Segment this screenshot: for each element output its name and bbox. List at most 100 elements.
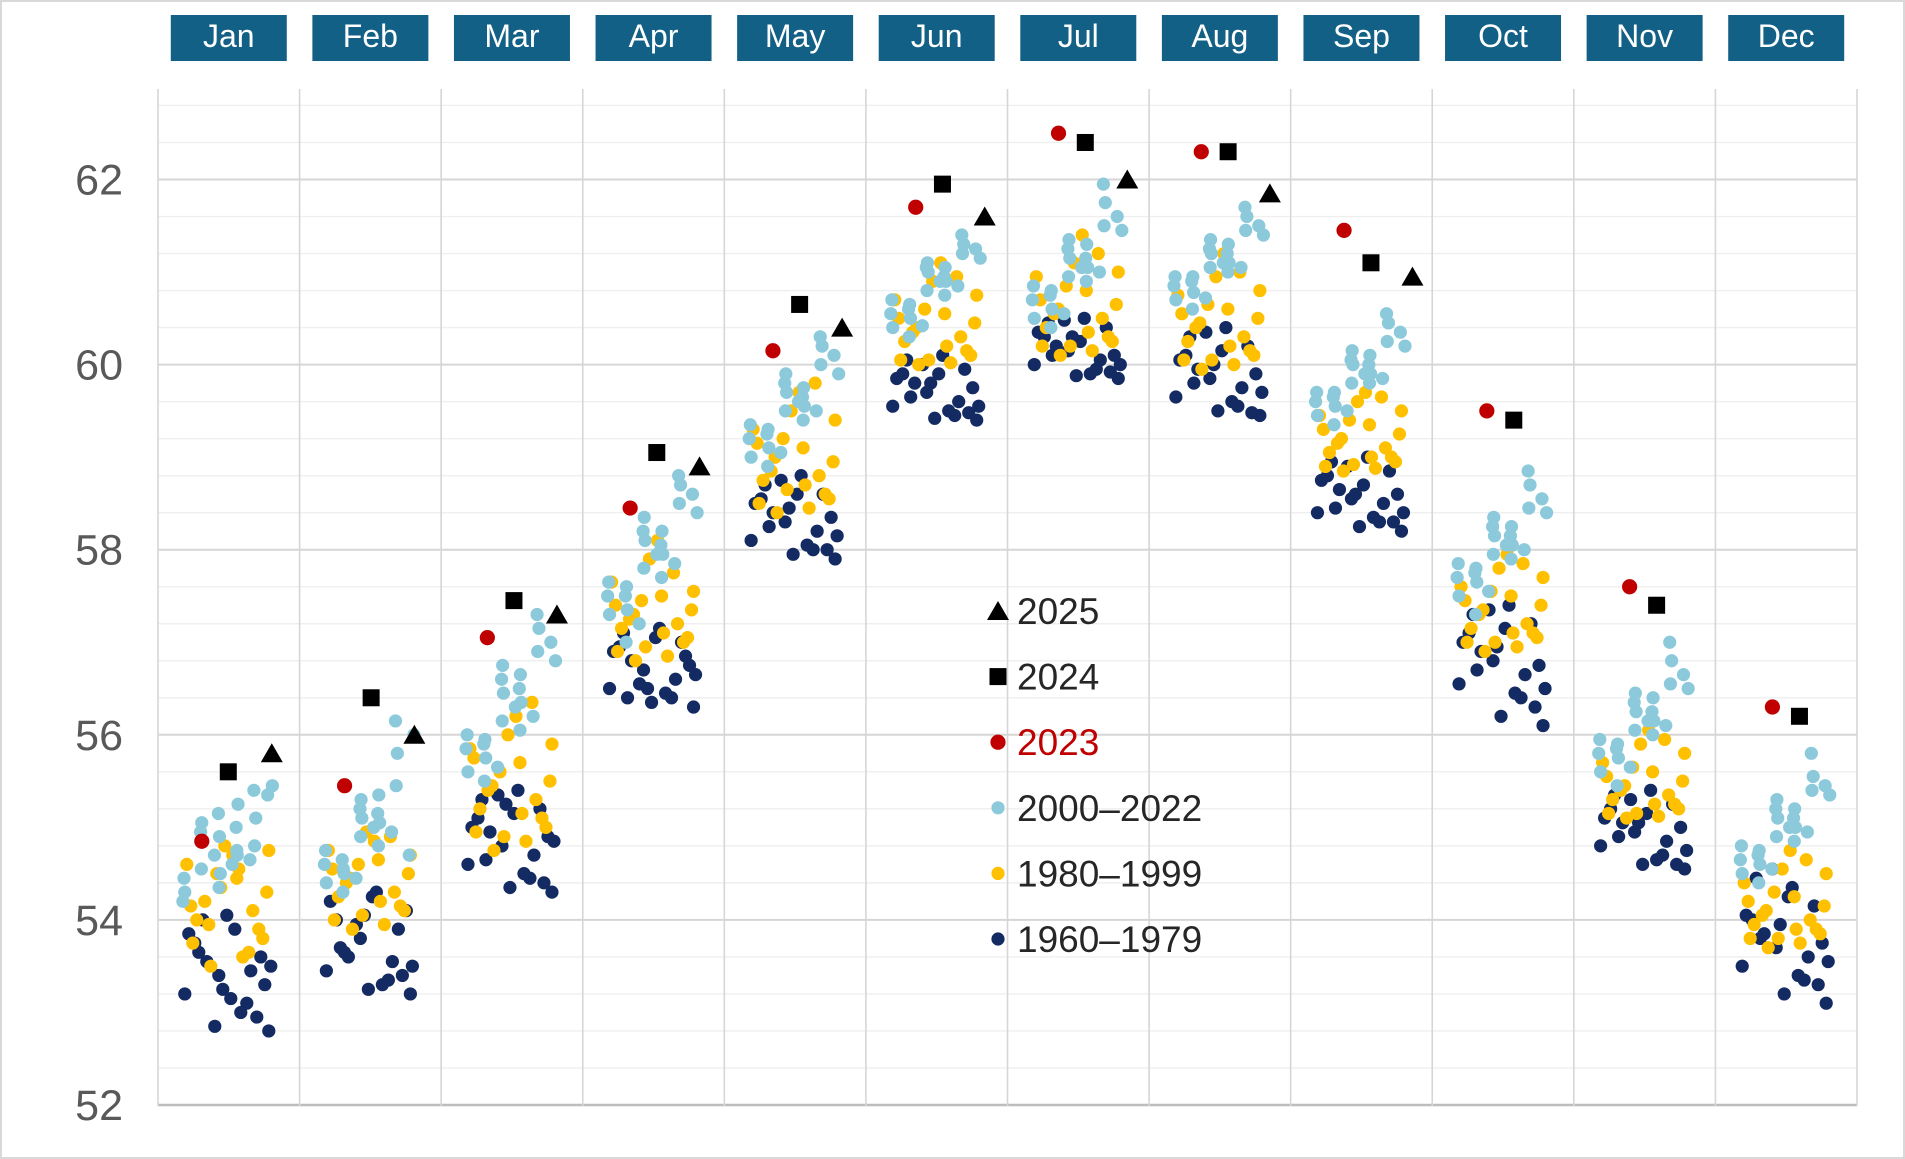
point-2000-2022 bbox=[601, 589, 615, 603]
month-header-box-oct bbox=[1445, 15, 1562, 61]
point-2000-2022 bbox=[1823, 788, 1837, 802]
point-1980-1999 bbox=[1374, 390, 1389, 404]
point-1960-1979 bbox=[1211, 404, 1225, 418]
point-2000-2022 bbox=[1097, 219, 1111, 233]
point-2000-2022 bbox=[1363, 348, 1377, 362]
point-1980-1999 bbox=[656, 626, 671, 640]
point-2000-2022 bbox=[955, 228, 969, 242]
y-axis-tick-label: 58 bbox=[75, 527, 123, 575]
point-1980-1999 bbox=[1602, 806, 1616, 821]
point-1980-1999 bbox=[401, 867, 415, 881]
point-1960-1979 bbox=[966, 381, 980, 395]
point-2000-2022 bbox=[1080, 237, 1094, 251]
point-2000-2022 bbox=[1468, 607, 1483, 622]
month-cluster-jun bbox=[884, 175, 996, 427]
point-1960-1979 bbox=[1636, 857, 1650, 871]
point-1980-1999 bbox=[539, 820, 553, 834]
point-2023 bbox=[1193, 144, 1209, 160]
point-2000-2022 bbox=[779, 367, 793, 381]
point-1960-1979 bbox=[790, 487, 804, 501]
point-1960-1979 bbox=[924, 376, 938, 390]
point-1960-1979 bbox=[1494, 709, 1508, 723]
point-2000-2022 bbox=[354, 830, 368, 844]
point-2023 bbox=[1336, 222, 1352, 239]
point-2000-2022 bbox=[1769, 830, 1784, 844]
point-2000-2022 bbox=[885, 293, 899, 307]
point-2000-2022 bbox=[354, 792, 368, 807]
legend-label: 2025 bbox=[1017, 591, 1099, 632]
point-2000-2022 bbox=[402, 848, 416, 862]
point-2000-2022 bbox=[177, 871, 191, 885]
point-2000-2022 bbox=[249, 811, 263, 825]
point-2024 bbox=[1219, 143, 1237, 161]
month-cluster-sep bbox=[1308, 222, 1424, 538]
point-2000-2022 bbox=[951, 279, 965, 293]
point-1960-1979 bbox=[1532, 658, 1546, 672]
legend-circle-icon bbox=[990, 734, 1006, 750]
month-headers: Jan Feb Mar Apr May Jun Jul Aug Sep Oct Nov Dec bbox=[170, 15, 1845, 61]
legend-square-icon bbox=[989, 668, 1007, 686]
point-1960-1979 bbox=[1249, 367, 1263, 381]
point-2000-2022 bbox=[1187, 285, 1201, 300]
point-1980-1999 bbox=[202, 917, 216, 932]
point-1980-1999 bbox=[1350, 395, 1365, 409]
point-1980-1999 bbox=[1747, 917, 1761, 932]
point-1960-1979 bbox=[547, 834, 561, 848]
point-2000-2022 bbox=[1098, 196, 1112, 210]
point-2000-2022 bbox=[1646, 691, 1660, 705]
point-1960-1979 bbox=[1674, 820, 1688, 834]
legend-item-1960-1979: 1960–1979 bbox=[991, 919, 1202, 960]
point-1960-1979 bbox=[1103, 365, 1117, 379]
point-1980-1999 bbox=[812, 469, 826, 483]
point-2000-2022 bbox=[1327, 385, 1342, 399]
point-2000-2022 bbox=[212, 830, 227, 844]
legend-circle-icon bbox=[991, 866, 1005, 881]
point-1960-1979 bbox=[234, 1005, 248, 1020]
point-1980-1999 bbox=[1775, 862, 1789, 876]
point-1980-1999 bbox=[256, 931, 270, 946]
point-1980-1999 bbox=[1676, 774, 1690, 788]
point-2000-2022 bbox=[1345, 376, 1359, 390]
point-1980-1999 bbox=[473, 802, 487, 816]
point-2000-2022 bbox=[1168, 270, 1182, 284]
point-1980-1999 bbox=[1362, 418, 1377, 432]
point-1960-1979 bbox=[1819, 996, 1833, 1010]
point-1960-1979 bbox=[479, 853, 493, 867]
point-2000-2022 bbox=[1594, 765, 1608, 779]
point-2000-2022 bbox=[247, 783, 261, 797]
point-2000-2022 bbox=[938, 288, 952, 302]
point-1980-1999 bbox=[1606, 792, 1620, 807]
point-1960-1979 bbox=[636, 663, 651, 677]
point-1960-1979 bbox=[1225, 395, 1239, 409]
point-2000-2022 bbox=[544, 635, 558, 649]
month-header-label-aug: Aug bbox=[1191, 18, 1248, 54]
point-2000-2022 bbox=[1061, 270, 1076, 284]
point-1960-1979 bbox=[942, 404, 956, 418]
month-header-label-apr: Apr bbox=[629, 18, 679, 54]
gridlines bbox=[157, 89, 1858, 1107]
point-1980-1999 bbox=[501, 728, 515, 742]
point-1980-1999 bbox=[377, 917, 391, 932]
point-2000-2022 bbox=[1521, 464, 1535, 478]
point-1980-1999 bbox=[1759, 904, 1773, 918]
point-1960-1979 bbox=[228, 922, 242, 936]
point-2000-2022 bbox=[531, 644, 545, 659]
point-2000-2022 bbox=[685, 487, 700, 501]
point-1960-1979 bbox=[250, 1010, 264, 1024]
point-2000-2022 bbox=[1115, 223, 1129, 238]
point-1980-1999 bbox=[1789, 922, 1803, 936]
point-1960-1979 bbox=[254, 950, 268, 964]
month-cluster-apr bbox=[601, 444, 711, 714]
point-1980-1999 bbox=[1793, 936, 1807, 950]
point-1980-1999 bbox=[1334, 432, 1349, 446]
point-2000-2022 bbox=[920, 256, 935, 270]
point-2000-2022 bbox=[477, 774, 492, 788]
point-1960-1979 bbox=[1670, 857, 1684, 871]
point-2000-2022 bbox=[319, 876, 333, 890]
point-1960-1979 bbox=[1508, 686, 1522, 700]
point-1960-1979 bbox=[503, 880, 517, 895]
point-1960-1979 bbox=[1093, 353, 1107, 367]
point-1960-1979 bbox=[668, 672, 683, 686]
